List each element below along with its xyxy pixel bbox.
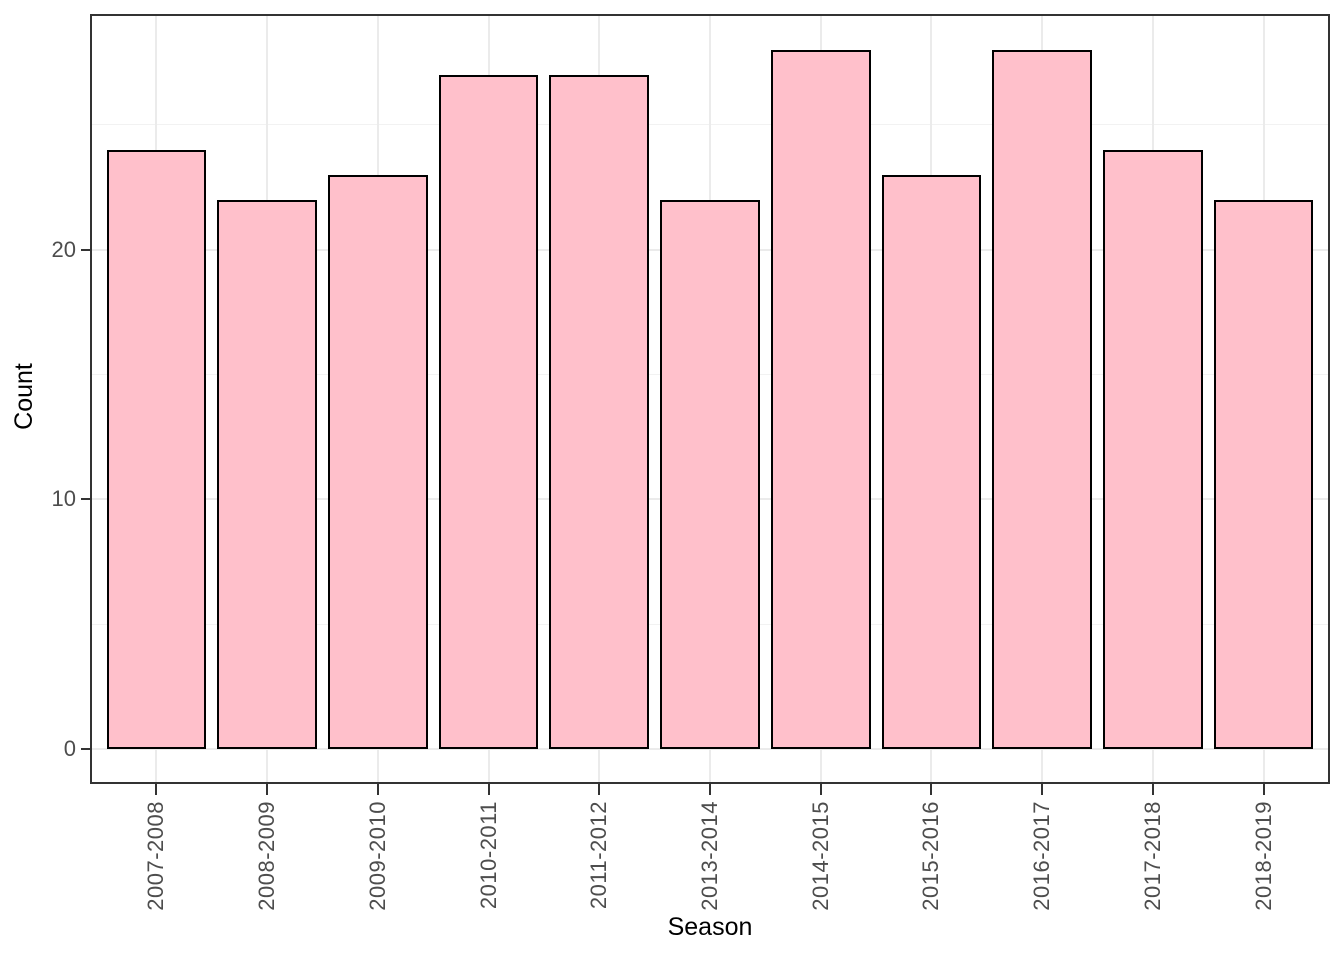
x-tick-label: 2018-2019 bbox=[1250, 801, 1276, 911]
y-tick-label: 0 bbox=[63, 736, 76, 761]
bar-2011-2012 bbox=[549, 74, 650, 749]
y-axis-title: Count bbox=[10, 363, 39, 435]
y-tick-mark bbox=[81, 498, 90, 501]
y-tick-label: 20 bbox=[51, 236, 76, 262]
x-axis-title: Season bbox=[667, 913, 753, 941]
x-tick-mark bbox=[376, 784, 379, 795]
y-tick-mark bbox=[81, 248, 90, 251]
bar-2010-2011 bbox=[438, 74, 539, 749]
plot-panel bbox=[90, 14, 1330, 784]
x-tick-label: 2009-2010 bbox=[364, 801, 390, 911]
x-tick-mark bbox=[487, 784, 490, 795]
y-tick-mark bbox=[81, 748, 90, 750]
bar-2015-2016 bbox=[881, 174, 982, 749]
bar-2009-2010 bbox=[328, 174, 428, 749]
y-axis-title-text: Count bbox=[10, 363, 38, 430]
x-tick-label: 2013-2014 bbox=[697, 801, 722, 911]
x-tick-label: 2017-2018 bbox=[1139, 801, 1165, 911]
x-tick-mark bbox=[598, 784, 601, 795]
x-tick-mark bbox=[819, 784, 822, 795]
bar-2013-2014 bbox=[660, 199, 760, 749]
x-tick-mark bbox=[1262, 784, 1265, 795]
x-tick-label: 2016-2017 bbox=[1029, 801, 1055, 911]
x-tick-mark bbox=[709, 784, 711, 795]
bar-2007-2008 bbox=[106, 149, 207, 749]
x-tick-label: 2011-2012 bbox=[586, 801, 612, 910]
x-tick-mark bbox=[930, 784, 933, 795]
x-tick-label: 2015-2016 bbox=[918, 801, 944, 911]
bar-2018-2019 bbox=[1213, 199, 1314, 749]
x-tick-label: 2010-2011 bbox=[475, 801, 501, 910]
x-tick-label: 2008-2009 bbox=[254, 801, 280, 911]
x-tick-mark bbox=[155, 784, 158, 795]
bar-2016-2017 bbox=[992, 49, 1092, 749]
x-tick-mark bbox=[1041, 784, 1044, 795]
x-tick-label: 2014-2015 bbox=[807, 801, 833, 911]
bar-2008-2009 bbox=[217, 199, 317, 749]
bar-2014-2015 bbox=[770, 49, 871, 749]
x-tick-mark bbox=[1151, 784, 1154, 795]
x-tick-mark bbox=[266, 784, 269, 795]
y-tick-label: 10 bbox=[51, 486, 76, 512]
x-tick-label: 2007-2008 bbox=[143, 801, 169, 911]
bar-2017-2018 bbox=[1103, 149, 1203, 749]
